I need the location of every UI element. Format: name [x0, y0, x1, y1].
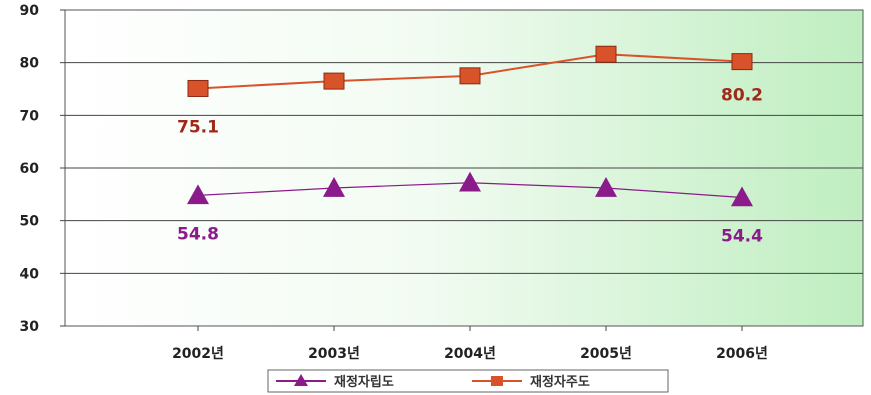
data-labels: 54.8 54.4 75.1 80.2 [177, 86, 763, 247]
data-label: 75.1 [177, 117, 219, 137]
data-point-triangle [731, 186, 753, 207]
y-tick-label: 90 [20, 3, 40, 19]
legend-box [267, 369, 669, 393]
data-label: 80.2 [721, 86, 763, 106]
x-tick-label: 2006년 [716, 346, 768, 362]
data-point-square [323, 72, 345, 90]
legend-marker-triangle [294, 374, 308, 386]
legend-label: 재정자주도 [530, 374, 590, 390]
y-tick-label: 40 [20, 266, 40, 282]
y-tick-label: 30 [20, 319, 40, 335]
legend: 재정자립도 재정자주도 [267, 369, 669, 393]
legend-label: 재정자립도 [334, 374, 394, 390]
data-label: 54.8 [177, 224, 219, 244]
x-tick-label: 2002년 [172, 346, 224, 362]
data-label: 54.4 [721, 226, 763, 246]
y-tick-label: 60 [20, 161, 40, 177]
y-tick-label: 50 [20, 214, 40, 230]
series-group [187, 45, 753, 207]
x-axis-ticks: 2002년 2003년 2004년 2005년 2006년 [172, 326, 768, 362]
x-tick-label: 2005년 [580, 346, 632, 362]
data-point-square [731, 53, 753, 71]
data-point-square [459, 67, 481, 85]
data-point-triangle [595, 177, 617, 197]
data-point-triangle [323, 177, 345, 197]
data-point-square [595, 45, 617, 63]
x-tick-label: 2003년 [308, 346, 360, 362]
data-point-square [187, 79, 209, 97]
y-tick-label: 80 [20, 56, 40, 72]
y-axis-ticks: 30 40 50 60 70 80 90 [20, 3, 65, 335]
x-tick-label: 2004년 [444, 346, 496, 362]
legend-marker-square [491, 376, 503, 386]
data-point-triangle [187, 184, 209, 205]
y-tick-label: 70 [20, 108, 40, 124]
gridlines [65, 62, 863, 274]
data-point-triangle [459, 171, 481, 192]
